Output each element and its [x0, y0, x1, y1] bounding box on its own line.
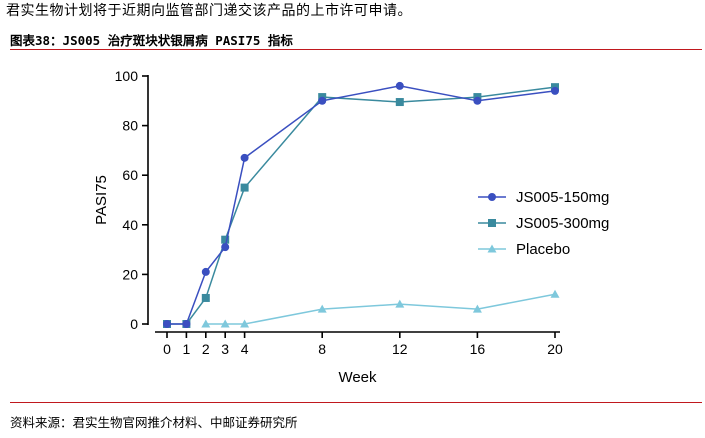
legend-entry-placebo: Placebo	[478, 241, 570, 258]
x-axis-title: Week	[338, 369, 377, 386]
series-line-js005-300mg	[167, 86, 556, 325]
legend-entry-js005-300mg: JS005-300mg	[478, 215, 609, 232]
x-tick-label-1: 1	[183, 341, 191, 357]
x-tick-label-8: 8	[318, 341, 326, 357]
series-js005-150mg	[163, 81, 559, 328]
x-tick-label-2: 2	[202, 341, 210, 357]
x-tick-label-12: 12	[392, 341, 408, 357]
legend-marker-placebo	[487, 244, 497, 253]
y-tick-label-20: 20	[122, 266, 138, 282]
point-placebo-week-12	[395, 299, 405, 308]
figure-source: 资料来源：君实生物官网推介材料、中邮证券研究所	[10, 415, 298, 430]
point-js005-300mg-week-2	[201, 293, 210, 302]
legend-label-js005-150mg: JS005-150mg	[516, 189, 609, 206]
legend-label-js005-300mg: JS005-300mg	[516, 215, 609, 232]
legend-marker-js005-300mg	[488, 219, 496, 227]
point-js005-150mg-week-3	[221, 243, 230, 252]
point-placebo-week-4	[240, 319, 250, 328]
intro-text: 君实生物计划将于近期向监管部门递交该产品的上市许可申请。	[6, 3, 412, 19]
series-js005-300mg	[163, 83, 559, 328]
y-tick-label-80: 80	[122, 118, 138, 134]
point-js005-150mg-week-0	[163, 320, 171, 328]
point-js005-150mg-week-16	[473, 96, 482, 105]
series-line-placebo	[205, 293, 556, 325]
x-tick-label-16: 16	[470, 341, 486, 357]
point-js005-300mg-week-12	[395, 98, 404, 107]
y-tick-label-40: 40	[122, 217, 138, 233]
legend-entry-js005-150mg: JS005-150mg	[478, 189, 609, 206]
point-js005-150mg-week-12	[395, 81, 404, 90]
point-placebo-week-2	[201, 319, 211, 328]
point-js005-150mg-week-4	[240, 153, 249, 162]
chart-plot-area	[163, 81, 560, 328]
point-placebo-week-8	[317, 304, 327, 313]
caption-divider	[10, 49, 702, 50]
point-js005-300mg-week-3	[221, 235, 230, 244]
y-tick-label-0: 0	[130, 316, 138, 332]
point-js005-300mg-week-4	[240, 183, 249, 192]
series-line-js005-150mg	[167, 85, 556, 325]
x-tick-label-3: 3	[221, 341, 229, 357]
y-axis-title: PASI75	[93, 175, 110, 225]
point-js005-150mg-week-20	[551, 86, 559, 95]
y-tick-label-100: 100	[115, 68, 139, 84]
x-tick-label-4: 4	[241, 341, 249, 357]
figure-caption: 图表38：JS005 治疗斑块状银屑病 PASI75 指标	[10, 33, 293, 48]
point-placebo-week-20	[550, 289, 560, 298]
y-tick-label-60: 60	[122, 167, 138, 183]
point-js005-150mg-week-8	[318, 96, 327, 105]
x-tick-label-20: 20	[547, 341, 563, 357]
series-placebo	[201, 289, 560, 328]
point-placebo-week-3	[220, 319, 230, 328]
point-js005-150mg-week-2	[201, 267, 210, 276]
legend-marker-js005-150mg	[488, 193, 496, 201]
x-tick-label-0: 0	[163, 341, 171, 357]
source-divider	[10, 402, 702, 403]
legend-label-placebo: Placebo	[516, 241, 570, 258]
point-js005-150mg-week-1	[182, 320, 191, 328]
point-placebo-week-16	[472, 304, 482, 313]
chart-legend: JS005-150mg JS005-300mg Placebo	[478, 189, 609, 258]
